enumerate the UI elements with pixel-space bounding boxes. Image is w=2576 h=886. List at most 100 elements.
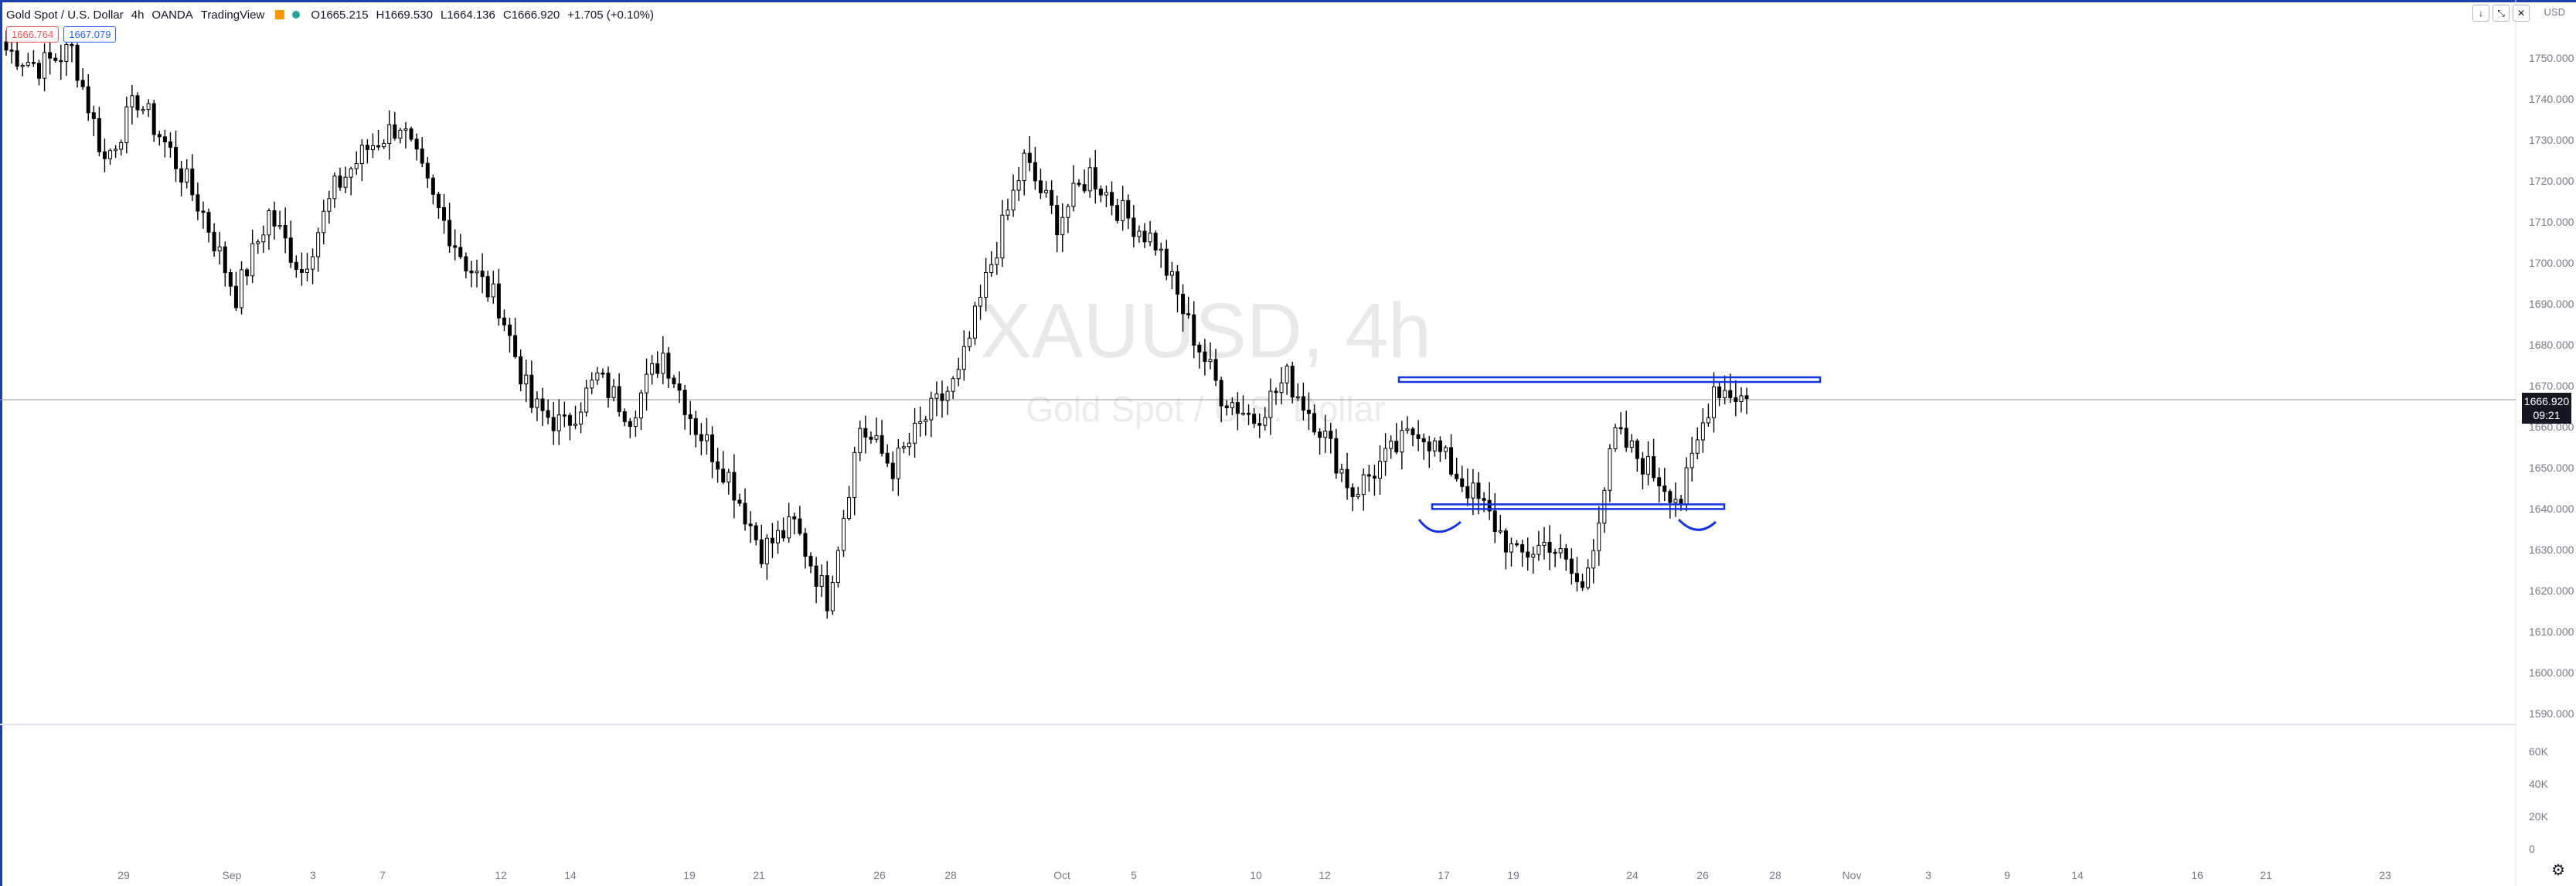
time-tick-label: 24 xyxy=(1626,869,1638,881)
candle-body xyxy=(1460,478,1465,487)
candle-body xyxy=(1000,214,1005,259)
candle-body xyxy=(1531,554,1536,558)
volume-tick-label: 40K xyxy=(2529,778,2549,790)
support-line[interactable] xyxy=(1431,503,1726,510)
candle-body xyxy=(1405,428,1410,431)
candle-body xyxy=(1230,402,1234,408)
right-shoulder-arc[interactable] xyxy=(1677,518,1717,531)
candle-body xyxy=(1142,230,1147,243)
candle-body xyxy=(940,393,944,401)
candle-body xyxy=(36,63,41,79)
candle-body xyxy=(1723,390,1727,398)
drawings-group[interactable] xyxy=(1397,376,1822,533)
candle-body xyxy=(119,141,124,150)
left-shoulder-arc[interactable] xyxy=(1417,519,1462,533)
candle-body xyxy=(327,198,332,212)
candle-body xyxy=(562,414,567,417)
candle-body xyxy=(387,124,392,144)
candle-body xyxy=(1213,359,1218,381)
time-tick-label: 3 xyxy=(1925,869,1931,881)
candle-body xyxy=(508,324,512,336)
candle-body xyxy=(743,503,747,525)
candle-body xyxy=(655,363,660,374)
arrow-down-icon[interactable]: ↓ xyxy=(2472,5,2489,22)
buy-price-tag[interactable]: 1667.079 xyxy=(63,26,117,43)
collapse-icon[interactable]: ⤡ xyxy=(2493,5,2510,22)
candle-body xyxy=(1591,550,1596,569)
time-axis[interactable]: 29 Sep 3 7 12 14 19 21 26 28 Oct 5 10 12 17 19 24 26 28 Nov… xyxy=(117,869,2391,881)
time-tick-label: 29 xyxy=(117,869,130,881)
candle-body xyxy=(972,305,977,339)
resistance-line[interactable] xyxy=(1397,376,1822,383)
candle-body xyxy=(114,148,118,152)
candle-body xyxy=(546,410,550,418)
candle-body xyxy=(1482,498,1486,501)
time-tick-label: Nov xyxy=(1843,869,1862,881)
candle-body xyxy=(102,151,107,159)
candle-body xyxy=(835,550,840,584)
candle-body xyxy=(567,414,572,426)
candle-body xyxy=(80,80,85,87)
candle-body xyxy=(64,43,69,62)
candle-body xyxy=(1700,422,1705,441)
candle-body xyxy=(1361,474,1366,496)
candle-body xyxy=(885,452,890,464)
candle-body xyxy=(168,141,172,148)
candle-body xyxy=(1526,551,1530,558)
candle-body xyxy=(1087,167,1092,192)
sell-price-tag[interactable]: 1666.764 xyxy=(6,26,60,43)
candle-body xyxy=(1438,440,1442,452)
candle-body xyxy=(732,472,737,501)
symbol-name[interactable]: Gold Spot / U.S. Dollar xyxy=(6,8,124,22)
legend-header: Gold Spot / U.S. Dollar 4h OANDA Trading… xyxy=(6,5,662,25)
candle-body xyxy=(272,210,277,227)
candle-body xyxy=(551,417,556,431)
candle-body xyxy=(430,177,435,195)
candle-body xyxy=(86,86,90,114)
candle-body xyxy=(1411,428,1415,435)
candle-body xyxy=(1389,441,1393,449)
time-tick-label: 5 xyxy=(1131,869,1137,881)
close-icon[interactable]: ✕ xyxy=(2513,5,2530,22)
candle-body xyxy=(240,269,244,308)
candle-body xyxy=(1257,423,1262,426)
flag-icon[interactable] xyxy=(275,10,285,19)
price-tick-label: 1630.000 xyxy=(2529,544,2574,556)
candle-body xyxy=(1279,382,1284,394)
candle-body xyxy=(814,565,818,587)
candle-body xyxy=(354,163,359,169)
candle-body xyxy=(934,393,939,399)
candle-body xyxy=(162,136,167,143)
candle-body xyxy=(737,499,742,504)
candle-body xyxy=(458,247,463,257)
candle-body xyxy=(529,374,534,408)
candle-body xyxy=(1608,448,1612,491)
candle-body xyxy=(638,392,643,419)
candle-body xyxy=(1717,386,1722,398)
candle-body xyxy=(929,397,934,421)
candle-body xyxy=(75,45,80,81)
time-tick-label: 14 xyxy=(564,869,577,881)
candle-body xyxy=(1734,397,1738,402)
candle-body xyxy=(425,162,430,179)
candle-body xyxy=(1629,440,1634,448)
candle-body xyxy=(250,243,255,277)
gear-icon[interactable]: ⚙ xyxy=(2551,862,2565,879)
currency-selector[interactable]: USD xyxy=(2544,6,2565,18)
volume-tick-label: 60K xyxy=(2529,745,2549,758)
candle-body xyxy=(403,128,408,131)
price-tick-label: 1720.000 xyxy=(2529,175,2574,187)
price-axis[interactable]: 1750.000 1740.000 1730.000 1720.000 1710.000… xyxy=(2529,52,2574,720)
time-tick-label: 23 xyxy=(2379,869,2391,881)
candles-group xyxy=(4,28,1749,619)
candle-body xyxy=(1329,431,1333,439)
candle-body xyxy=(1235,402,1240,414)
candle-body xyxy=(716,461,720,470)
time-tick-label: 12 xyxy=(1319,869,1331,881)
candle-body xyxy=(311,256,315,270)
price-tick-label: 1670.000 xyxy=(2529,380,2574,392)
candle-body xyxy=(464,256,468,272)
candle-body xyxy=(179,168,184,183)
interval-label[interactable]: 4h xyxy=(131,8,145,22)
